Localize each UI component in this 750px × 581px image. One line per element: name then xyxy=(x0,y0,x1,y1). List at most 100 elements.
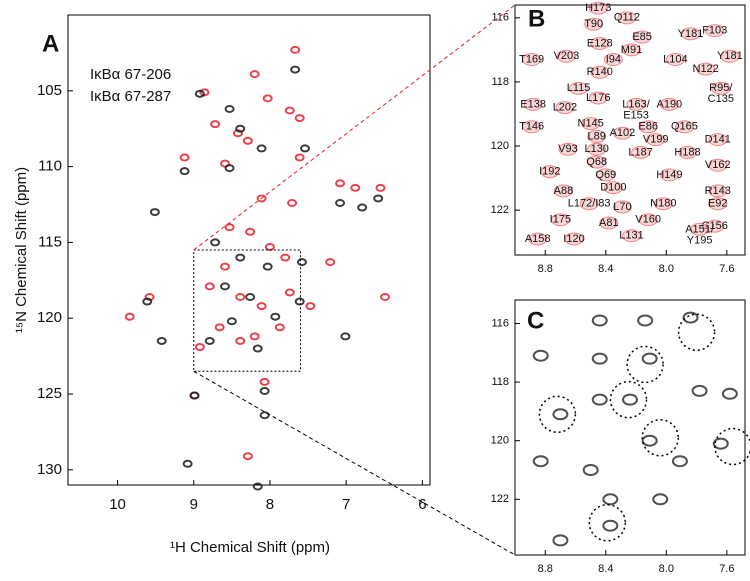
peak xyxy=(294,153,305,162)
peak xyxy=(720,49,740,63)
peak-label: L89 xyxy=(588,130,606,142)
y-tick-label: 116 xyxy=(491,317,509,329)
peak xyxy=(632,30,652,44)
peak-label: R95/ xyxy=(709,82,733,94)
peak xyxy=(235,336,246,345)
x-tick-label: 8.4 xyxy=(598,263,613,275)
peak-label: E153 xyxy=(623,109,649,121)
peak xyxy=(556,49,576,63)
highlight-circle xyxy=(609,380,648,419)
y-tick-label: 110 xyxy=(38,158,62,175)
y-tick-label: 120 xyxy=(491,435,509,447)
peak xyxy=(194,89,205,98)
peak xyxy=(235,293,246,301)
x-tick-label: 8 xyxy=(266,496,274,513)
peak xyxy=(582,464,599,476)
peak xyxy=(290,45,301,54)
peak xyxy=(249,70,260,79)
peak xyxy=(622,393,638,406)
peak xyxy=(591,393,608,406)
y-tick-label: 118 xyxy=(491,376,509,388)
frame-c xyxy=(514,299,746,556)
peak xyxy=(705,24,725,38)
peak xyxy=(665,52,685,66)
x-tick-label: 8.8 xyxy=(538,263,553,275)
peak xyxy=(226,317,237,326)
peak xyxy=(555,101,575,115)
peak-label: H188 xyxy=(674,146,700,158)
peak-label: Q112 xyxy=(614,12,640,24)
connector xyxy=(193,4,516,251)
peak xyxy=(690,222,710,236)
peak xyxy=(210,238,221,247)
highlight-circle xyxy=(677,313,716,351)
peak-label: L104 xyxy=(663,53,687,65)
peak-label: T146 xyxy=(519,121,544,133)
peak xyxy=(552,408,569,421)
peak xyxy=(532,455,549,468)
peak xyxy=(564,232,584,246)
peak xyxy=(204,282,215,291)
peak xyxy=(603,52,623,66)
frame-a xyxy=(67,14,431,486)
peak xyxy=(262,262,273,271)
peak xyxy=(262,94,273,103)
peak-label: L115 xyxy=(567,82,591,94)
peak xyxy=(637,314,654,327)
x-tick-label: 7 xyxy=(342,496,350,513)
x-tick-label: 8.0 xyxy=(659,263,674,275)
peak xyxy=(602,519,619,532)
peak xyxy=(357,203,368,212)
highlight-circle xyxy=(538,395,577,434)
peak xyxy=(224,105,235,113)
peak xyxy=(179,153,190,162)
highlight-circle xyxy=(626,345,664,384)
peak xyxy=(641,434,658,447)
peak-label: Y181 xyxy=(717,50,743,62)
peak-label: A88 xyxy=(554,185,574,197)
peak-label: Q69 xyxy=(595,169,616,181)
x-tick-label: 8.4 xyxy=(598,563,613,575)
peak xyxy=(179,167,190,176)
peak xyxy=(552,534,569,547)
peak xyxy=(631,145,651,159)
peak-label: L172/I83 xyxy=(568,198,611,210)
highlight-circle xyxy=(641,419,680,457)
frame-b xyxy=(514,4,746,256)
peak xyxy=(156,336,167,345)
peak xyxy=(325,258,336,267)
peak-label: D141 xyxy=(705,134,731,146)
peak-label: T90 xyxy=(584,18,603,30)
peak xyxy=(284,106,295,115)
peak xyxy=(602,493,619,506)
peak-label: E85 xyxy=(632,31,652,43)
peak xyxy=(380,293,391,301)
peak-label: A81 xyxy=(599,217,619,229)
peak xyxy=(375,183,386,192)
peak xyxy=(523,97,543,111)
peak xyxy=(340,332,351,341)
peak xyxy=(674,120,694,134)
peak xyxy=(711,81,731,95)
x-tick-label: 9 xyxy=(190,496,198,513)
peak xyxy=(296,258,307,267)
peak xyxy=(350,183,361,192)
peak xyxy=(259,387,270,395)
peak xyxy=(587,142,607,156)
panel-label: C xyxy=(527,307,544,334)
peak-label: I120 xyxy=(563,233,584,245)
peak xyxy=(626,97,646,111)
peak-label: L163/ xyxy=(622,98,650,110)
peak-label: E128 xyxy=(587,37,613,49)
x-tick-label: 7.6 xyxy=(719,563,734,575)
x-tick-label: 6 xyxy=(418,496,426,513)
peak xyxy=(587,129,607,143)
peak xyxy=(708,197,728,211)
peak-label: V160 xyxy=(635,214,661,226)
peak xyxy=(581,117,601,131)
peak-label: A158 xyxy=(525,233,551,245)
peak xyxy=(622,43,642,57)
peak xyxy=(558,142,578,156)
peak-label: F103 xyxy=(702,25,727,37)
